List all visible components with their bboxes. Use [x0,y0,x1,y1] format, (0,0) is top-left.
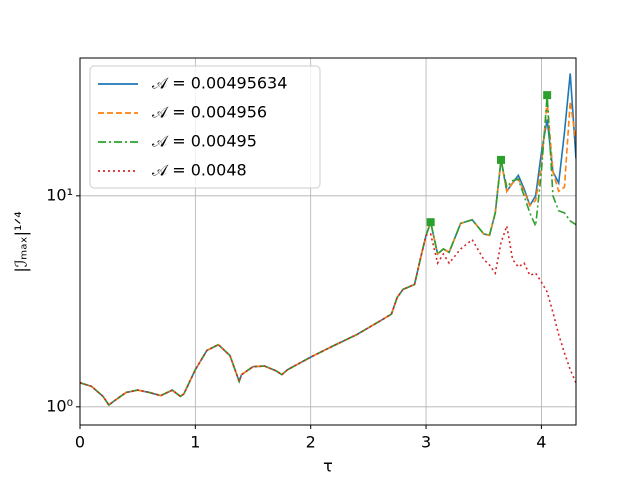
y-tick-label: 10⁰ [46,396,73,415]
x-axis-label: τ [323,457,333,476]
legend-box [89,65,321,189]
x-tick-label: 2 [306,433,316,452]
y-tick-label: 10¹ [46,185,73,204]
legend-label: 𝒜 = 0.004956 [152,103,267,122]
legend-label: 𝒜 = 0.0048 [152,161,247,180]
marker [543,91,552,100]
x-tick-label: 1 [190,433,200,452]
series-line [80,95,576,407]
x-tick-label: 3 [421,433,431,452]
legend-label: 𝒜 = 0.00495634 [152,74,287,93]
plot-frame [79,57,577,426]
marker [426,218,435,227]
x-tick-label: 4 [536,433,546,452]
legend-label: 𝒜 = 0.00495 [152,132,257,151]
y-axis-label: |ℐₘₐₓ|¹ᐟ⁴ [12,211,31,272]
marker [497,155,506,164]
x-tick-label: 0 [75,433,85,452]
series-line [80,101,576,407]
series-line [80,225,576,407]
